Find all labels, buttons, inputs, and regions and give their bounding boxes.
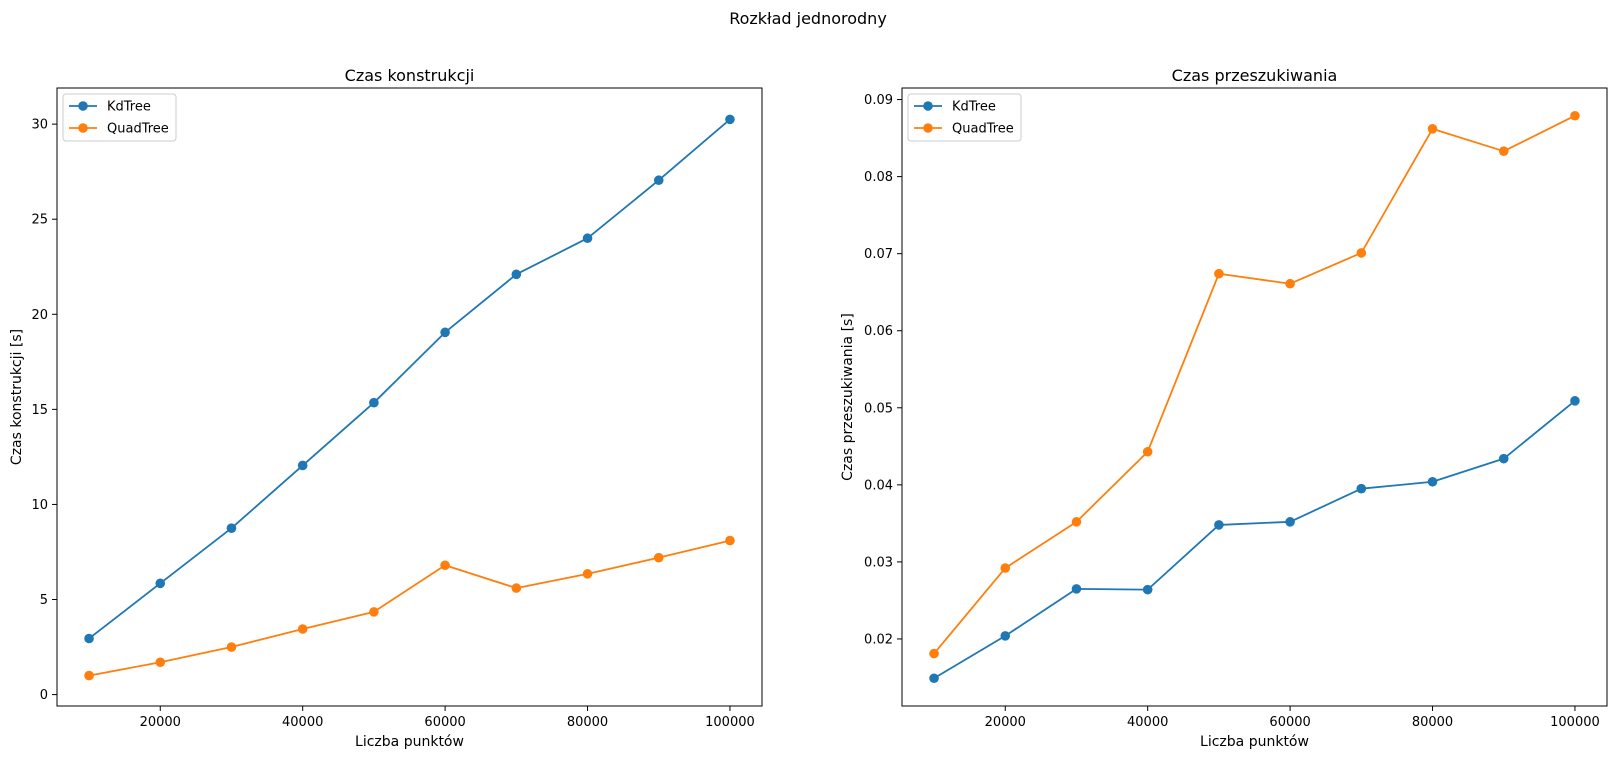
axes-frame xyxy=(901,87,1608,707)
x-axis-label: Liczba punktów xyxy=(1200,734,1309,750)
data-point-kdtree xyxy=(226,523,237,534)
y-axis-label: Czas przeszukiwania [s] xyxy=(840,313,856,481)
legend-label: KdTree xyxy=(952,100,996,115)
data-point-kdtree xyxy=(582,233,593,244)
data-point-kdtree xyxy=(725,114,735,125)
data-point-quadtree xyxy=(1427,124,1438,134)
data-point-kdtree xyxy=(653,175,664,186)
data-point-quadtree xyxy=(929,648,939,659)
data-point-quadtree xyxy=(226,642,237,652)
y-tick-label: 20 xyxy=(31,308,48,323)
y-tick-label: 0.06 xyxy=(864,324,893,339)
x-tick-label: 80000 xyxy=(567,715,608,730)
chart-panel-1: Czas konstrukcji 20000 40000 60000 80000 1000… xyxy=(9,66,763,750)
data-point-quadtree xyxy=(84,670,94,681)
y-tick-label: 0.02 xyxy=(864,632,893,647)
legend-marker xyxy=(923,101,933,111)
x-tick-label: 20000 xyxy=(140,715,181,730)
series-line-kdtree xyxy=(933,400,1576,680)
x-tick-label: 80000 xyxy=(1412,715,1453,730)
y-tick-label: 0.08 xyxy=(864,170,893,185)
figure-suptitle: Rozkład jednorodny xyxy=(729,9,887,28)
series-line-quadtree xyxy=(933,114,1576,655)
chart-title: Czas przeszukiwania xyxy=(1172,66,1338,85)
data-point-quadtree xyxy=(1142,446,1153,457)
x-tick-label: 40000 xyxy=(282,715,323,730)
data-point-kdtree xyxy=(297,460,308,471)
x-tick-label: 60000 xyxy=(424,715,465,730)
legend-label: QuadTree xyxy=(952,122,1014,137)
data-point-kdtree xyxy=(1071,584,1082,594)
y-tick-label: 0 xyxy=(40,688,48,703)
x-tick-label: 100000 xyxy=(705,715,755,730)
series-line-quadtree xyxy=(88,539,731,677)
data-point-quadtree xyxy=(1285,278,1295,289)
data-point-quadtree xyxy=(653,552,664,563)
legend-label: KdTree xyxy=(107,100,151,115)
y-tick-label: 15 xyxy=(31,403,48,418)
y-tick-label: 10 xyxy=(31,498,48,513)
legend-marker xyxy=(923,123,933,133)
data-point-kdtree xyxy=(1000,631,1011,641)
y-axis-label: Czas konstrukcji [s] xyxy=(9,329,25,465)
legend-marker xyxy=(78,101,88,111)
data-point-quadtree xyxy=(1214,268,1224,279)
x-axis-label: Liczba punktów xyxy=(355,734,464,750)
data-point-quadtree xyxy=(297,624,308,634)
data-point-kdtree xyxy=(1142,584,1153,595)
data-point-kdtree xyxy=(1285,517,1295,527)
data-point-quadtree xyxy=(1071,517,1082,527)
data-point-quadtree xyxy=(369,607,379,617)
data-point-kdtree xyxy=(440,327,450,338)
y-tick-label: 0.05 xyxy=(864,401,893,416)
data-point-kdtree xyxy=(155,578,166,589)
data-point-quadtree xyxy=(440,560,450,571)
legend: KdTree QuadTree xyxy=(62,93,177,142)
chart-panel-2: Czas przeszukiwania 20000 40000 60000 80000 1… xyxy=(840,66,1608,750)
data-point-kdtree xyxy=(1356,483,1367,494)
data-point-kdtree xyxy=(369,397,379,408)
data-point-kdtree xyxy=(1427,476,1438,487)
data-point-quadtree xyxy=(155,657,166,668)
data-point-quadtree xyxy=(511,583,522,593)
chart-title: Czas konstrukcji xyxy=(345,66,475,85)
data-point-kdtree xyxy=(511,269,522,280)
data-point-kdtree xyxy=(929,673,939,684)
y-tick-label: 25 xyxy=(31,213,48,228)
data-point-quadtree xyxy=(725,535,735,546)
legend: KdTree QuadTree xyxy=(907,93,1022,142)
legend-label: QuadTree xyxy=(107,122,169,137)
data-point-quadtree xyxy=(1570,110,1580,121)
data-point-kdtree xyxy=(1214,520,1224,530)
data-point-kdtree xyxy=(1570,396,1580,406)
series-line-kdtree xyxy=(88,118,731,640)
legend-marker xyxy=(78,123,88,133)
data-point-quadtree xyxy=(1498,146,1509,156)
data-point-kdtree xyxy=(1498,453,1509,464)
x-tick-label: 100000 xyxy=(1550,715,1600,730)
data-point-quadtree xyxy=(1000,563,1011,573)
y-tick-label: 5 xyxy=(40,593,48,608)
data-point-quadtree xyxy=(1356,248,1367,258)
data-point-kdtree xyxy=(84,633,94,644)
y-tick-label: 0.09 xyxy=(864,93,893,108)
data-point-quadtree xyxy=(582,569,593,579)
axes-frame xyxy=(56,87,763,707)
y-tick-label: 0.04 xyxy=(864,478,893,493)
y-tick-label: 0.03 xyxy=(864,555,893,570)
x-tick-label: 60000 xyxy=(1269,715,1310,730)
y-tick-label: 0.07 xyxy=(864,247,893,262)
x-tick-label: 40000 xyxy=(1127,715,1168,730)
y-tick-label: 30 xyxy=(31,118,48,133)
x-tick-label: 20000 xyxy=(985,715,1026,730)
